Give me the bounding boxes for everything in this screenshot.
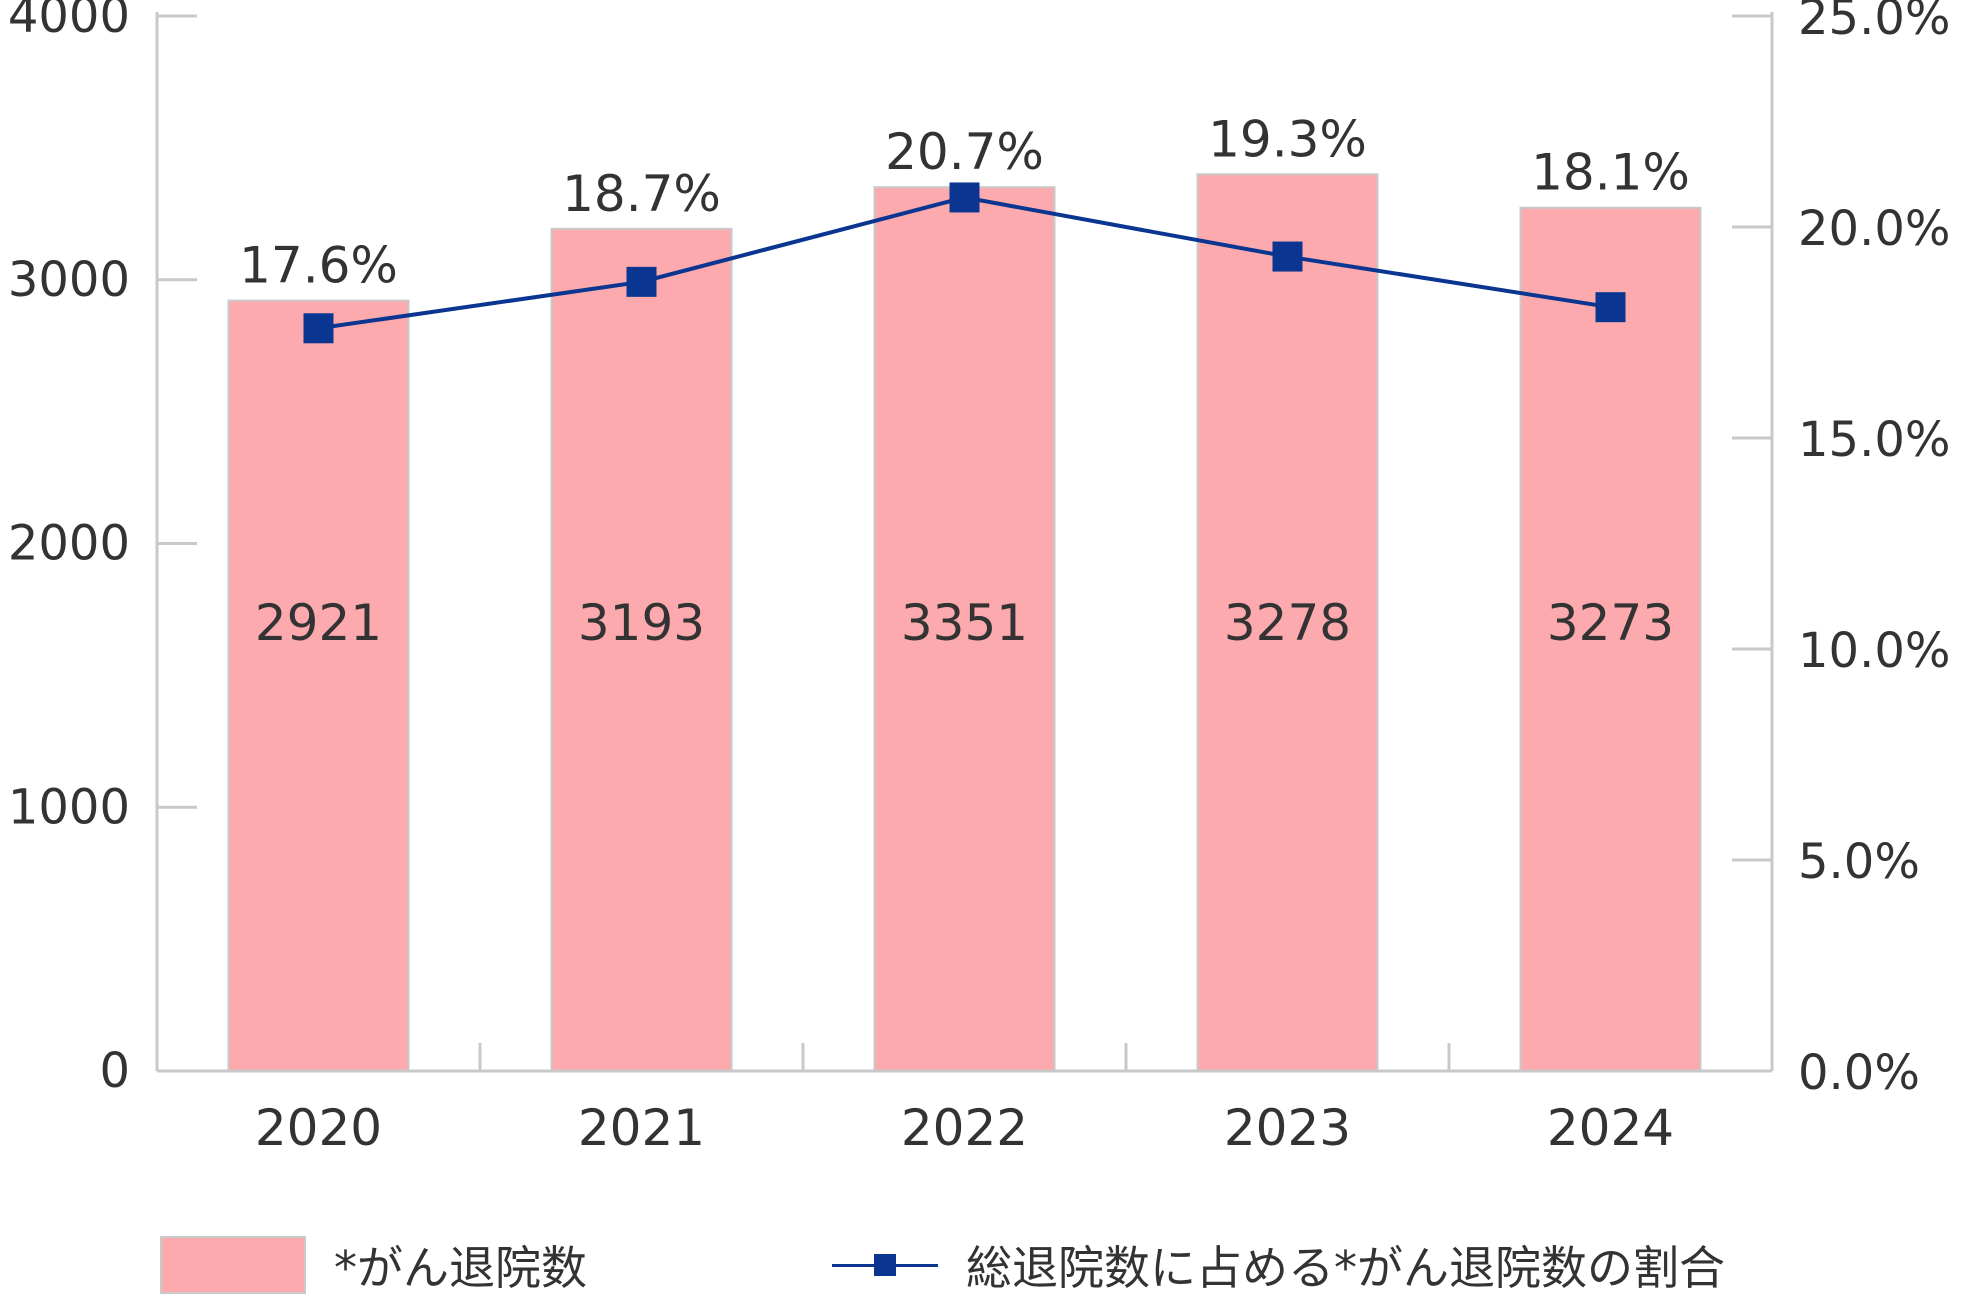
right-tick-label-5.0%: 5.0% bbox=[1798, 834, 1920, 890]
x-tick-label-2022: 2022 bbox=[901, 1099, 1028, 1157]
legend-swatch-line bbox=[832, 1236, 938, 1294]
left-tick-label-3000: 3000 bbox=[8, 252, 130, 308]
legend-swatch-bar bbox=[160, 1236, 306, 1294]
x-tick-label-2020: 2020 bbox=[255, 1099, 382, 1157]
ratio-label-2020: 17.6% bbox=[239, 237, 398, 295]
right-tick-label-20.0%: 20.0% bbox=[1798, 201, 1950, 257]
right-tick-label-15.0%: 15.0% bbox=[1798, 412, 1950, 468]
ratio-label-2021: 18.7% bbox=[562, 165, 721, 223]
bar-2024 bbox=[1519, 206, 1702, 1072]
bar-2022 bbox=[873, 186, 1056, 1072]
legend-label-line: 総退院数に占める*がん退院数の割合 bbox=[966, 1241, 1725, 1295]
left-tick-label-1000: 1000 bbox=[8, 779, 130, 835]
bar-value-label-2020: 2921 bbox=[255, 594, 382, 652]
right-tick-label-25.0%: 25.0% bbox=[1798, 0, 1950, 46]
ratio-marker-2024 bbox=[1595, 292, 1626, 323]
bar-2020 bbox=[227, 299, 410, 1072]
bar-value-label-2024: 3273 bbox=[1547, 594, 1674, 652]
x-tick-label-2021: 2021 bbox=[578, 1099, 705, 1157]
ratio-marker-2020 bbox=[303, 313, 334, 344]
combo-chart: 2921 3193 3351 3278 3273 0 1000 2000 3000 4000 0.0… bbox=[8, 0, 1951, 1157]
legend-square-marker bbox=[874, 1254, 896, 1276]
legend-item-bars: *がん退院数 bbox=[160, 1230, 587, 1300]
left-tick-label-4000: 4000 bbox=[8, 0, 130, 44]
x-tick-label-2023: 2023 bbox=[1224, 1099, 1351, 1157]
bar-value-label-2022: 3351 bbox=[901, 594, 1028, 652]
legend: *がん退院数 総退院数に占める*がん退院数の割合 bbox=[0, 1230, 1964, 1300]
x-tick-label-2024: 2024 bbox=[1547, 1099, 1674, 1157]
bar-value-label-2021: 3193 bbox=[578, 594, 705, 652]
left-tick-label-2000: 2000 bbox=[8, 516, 130, 572]
ratio-marker-2021 bbox=[626, 266, 657, 297]
left-tick-label-0: 0 bbox=[99, 1043, 130, 1099]
ratio-marker-2023 bbox=[1272, 241, 1303, 272]
bar-2023 bbox=[1196, 173, 1379, 1072]
ratio-label-2024: 18.1% bbox=[1531, 144, 1690, 202]
ratio-marker-2022 bbox=[949, 182, 980, 213]
legend-item-line: 総退院数に占める*がん退院数の割合 bbox=[832, 1230, 1725, 1300]
right-tick-label-10.0%: 10.0% bbox=[1798, 623, 1950, 679]
bar-value-label-2023: 3278 bbox=[1224, 594, 1351, 652]
legend-label-bars: *がん退院数 bbox=[334, 1241, 587, 1295]
bar-2021 bbox=[550, 227, 733, 1072]
ratio-label-2023: 19.3% bbox=[1208, 110, 1367, 168]
right-tick-label-0.0%: 0.0% bbox=[1798, 1045, 1920, 1101]
ratio-label-2022: 20.7% bbox=[885, 123, 1044, 181]
